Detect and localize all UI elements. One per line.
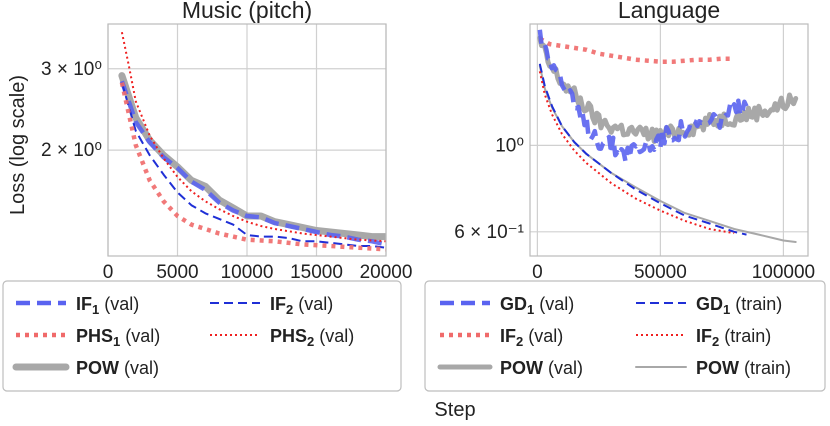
- music-legend: IF1 (val) IF2 (val) PHS1 (val) PHS2 (val) PO…: [2, 280, 402, 392]
- music-pitch-panel: Music (pitch) 0 5000 10000 15000 20000 3 × 10⁰…: [41, 0, 412, 283]
- plot-frame: [107, 23, 387, 257]
- y-tick-label: 2 × 10⁰: [41, 140, 102, 161]
- series-gd1_train: [538, 63, 747, 236]
- legend-label-if2_val: IF2 (val): [270, 294, 333, 317]
- x-tick-label: 20000: [360, 262, 413, 283]
- series-if2_train: [538, 71, 735, 235]
- x-tick-label: 0: [103, 262, 114, 283]
- x-tick-label: 10000: [221, 262, 274, 283]
- x-tick-label: 100000: [752, 262, 815, 283]
- legend-label-if1_val: IF1 (val): [76, 294, 139, 317]
- language-panel: Language 0 50000 100000 10⁰ 6 × 10⁻¹: [454, 0, 815, 283]
- legend-label-pow_val: POW (val): [500, 358, 583, 378]
- series-gd1_val: [537, 29, 749, 164]
- legend-label-gd1_train: GD1 (train): [696, 294, 782, 317]
- legend-label-gd1_val: GD1 (val): [500, 294, 574, 317]
- series-if2_val: [538, 36, 735, 64]
- legend-label-pow_val: POW (val): [76, 358, 159, 378]
- chart-title: Music (pitch): [182, 0, 312, 23]
- series-if2_val: [120, 82, 386, 249]
- legend-label-if2_train: IF2 (train): [696, 326, 771, 349]
- y-tick-label: 10⁰: [495, 135, 524, 156]
- plot-frame: [529, 23, 809, 257]
- x-tick-label: 15000: [290, 262, 343, 283]
- series-phs2_val: [120, 31, 386, 243]
- legend-label-pow_train: POW (train): [696, 358, 791, 378]
- x-tick-label: 5000: [156, 262, 198, 283]
- language-legend: GD1 (val) GD1 (train) IF2 (val) IF2 (train)…: [424, 280, 826, 392]
- legend-box: [2, 280, 402, 392]
- legend-label-if2_val: IF2 (val): [500, 326, 563, 349]
- series-if1_val: [119, 80, 386, 247]
- legend-label-phs2_val: PHS2 (val): [270, 326, 354, 349]
- series-pow_train: [538, 64, 797, 243]
- x-axis-label: Step: [434, 399, 475, 421]
- legend-box: [424, 280, 826, 392]
- legend-label-phs1_val: PHS1 (val): [76, 326, 160, 349]
- series-phs1_val: [119, 82, 386, 252]
- y-axis-label: Loss (log scale): [7, 75, 29, 215]
- x-tick-label: 0: [532, 262, 543, 283]
- y-tick-label: 6 × 10⁻¹: [454, 222, 524, 243]
- chart-title: Language: [618, 0, 720, 23]
- y-tick-label: 3 × 10⁰: [41, 59, 102, 80]
- x-tick-label: 50000: [634, 262, 687, 283]
